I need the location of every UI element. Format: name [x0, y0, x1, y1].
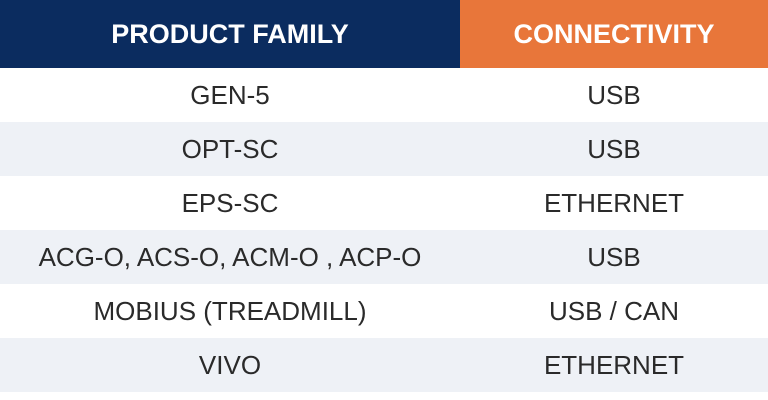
table-cell: EPS-SC	[181, 187, 279, 218]
table-cell: USB	[587, 79, 641, 110]
table-cell: USB	[460, 122, 768, 176]
table-cell: OPT-SC	[0, 122, 460, 176]
table-row: ACG-O, ACS-O, ACM-O , ACP-O USB	[0, 230, 768, 284]
table-cell: MOBIUS (TREADMILL)	[93, 295, 367, 326]
table-cell: ETHERNET	[460, 338, 768, 392]
table-cell: ETHERNET	[543, 187, 685, 218]
table-row: MOBIUS (TREADMILL) USB / CAN	[0, 284, 768, 338]
table-row: EPS-SC ETHERNET	[0, 176, 768, 230]
table-row: OPT-SC USB	[0, 122, 768, 176]
table-cell: USB / CAN	[548, 295, 680, 326]
table-cell: GEN-5	[190, 79, 270, 110]
table-row: GEN-5 USB	[0, 68, 768, 122]
column-header: PRODUCT FAMILY	[0, 0, 460, 68]
table-row: VIVO ETHERNET	[0, 338, 768, 392]
column-header: CONNECTIVITY	[460, 0, 768, 68]
header-row: PRODUCT FAMILY CONNECTIVITY	[0, 0, 768, 68]
table-cell: ACG-O, ACS-O, ACM-O , ACP-O	[0, 230, 460, 284]
table-cell: VIVO	[0, 338, 460, 392]
table-cell: USB	[460, 230, 768, 284]
